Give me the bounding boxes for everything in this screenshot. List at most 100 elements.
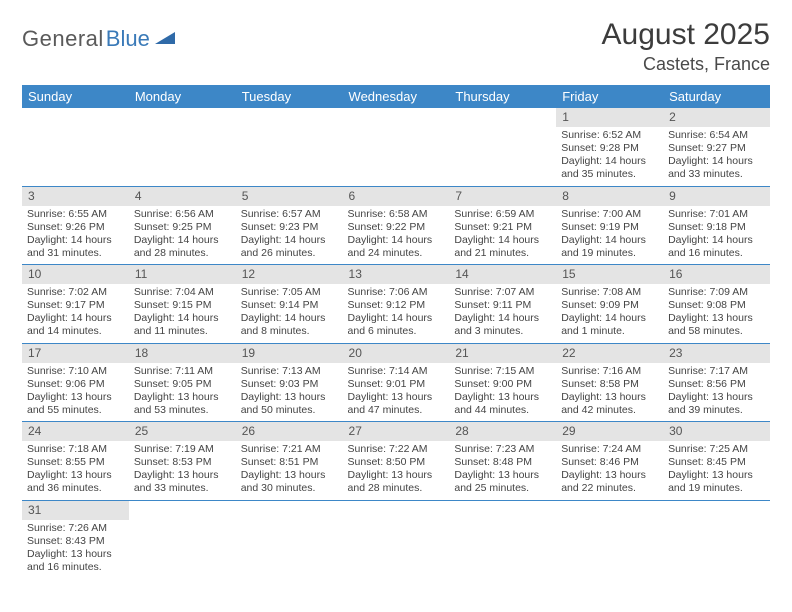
day-details: Sunrise: 7:25 AMSunset: 8:45 PMDaylight:…: [663, 441, 770, 500]
daylight-line: Daylight: 14 hours and 8 minutes.: [241, 312, 338, 338]
daylight-line: Daylight: 13 hours and 19 minutes.: [668, 469, 765, 495]
sunrise-line: Sunrise: 7:10 AM: [27, 365, 124, 378]
sunrise-line: Sunrise: 6:52 AM: [561, 129, 658, 142]
day-number: 12: [236, 265, 343, 284]
day-number: 16: [663, 265, 770, 284]
day-number: 24: [22, 422, 129, 441]
calendar-cell: 31Sunrise: 7:26 AMSunset: 8:43 PMDayligh…: [22, 500, 129, 578]
day-number: 6: [343, 187, 450, 206]
day-number: 19: [236, 344, 343, 363]
day-number: 17: [22, 344, 129, 363]
sunrise-line: Sunrise: 7:08 AM: [561, 286, 658, 299]
day-number: 23: [663, 344, 770, 363]
header: General Blue August 2025 Castets, France: [22, 18, 770, 75]
calendar-cell: 11Sunrise: 7:04 AMSunset: 9:15 PMDayligh…: [129, 265, 236, 344]
sunset-line: Sunset: 9:11 PM: [454, 299, 551, 312]
day-details: Sunrise: 7:16 AMSunset: 8:58 PMDaylight:…: [556, 363, 663, 422]
day-details: Sunrise: 6:58 AMSunset: 9:22 PMDaylight:…: [343, 206, 450, 265]
day-details: Sunrise: 7:19 AMSunset: 8:53 PMDaylight:…: [129, 441, 236, 500]
sunset-line: Sunset: 8:53 PM: [134, 456, 231, 469]
daylight-line: Daylight: 13 hours and 47 minutes.: [348, 391, 445, 417]
day-details: Sunrise: 7:18 AMSunset: 8:55 PMDaylight:…: [22, 441, 129, 500]
calendar-cell: 20Sunrise: 7:14 AMSunset: 9:01 PMDayligh…: [343, 343, 450, 422]
sunrise-line: Sunrise: 6:55 AM: [27, 208, 124, 221]
daylight-line: Daylight: 13 hours and 39 minutes.: [668, 391, 765, 417]
sunset-line: Sunset: 8:50 PM: [348, 456, 445, 469]
day-header: Friday: [556, 85, 663, 108]
sunset-line: Sunset: 9:18 PM: [668, 221, 765, 234]
calendar-cell: 29Sunrise: 7:24 AMSunset: 8:46 PMDayligh…: [556, 422, 663, 501]
calendar-cell: 23Sunrise: 7:17 AMSunset: 8:56 PMDayligh…: [663, 343, 770, 422]
daylight-line: Daylight: 13 hours and 25 minutes.: [454, 469, 551, 495]
day-number: 21: [449, 344, 556, 363]
day-number: 4: [129, 187, 236, 206]
calendar-cell: 3Sunrise: 6:55 AMSunset: 9:26 PMDaylight…: [22, 186, 129, 265]
calendar-head: SundayMondayTuesdayWednesdayThursdayFrid…: [22, 85, 770, 108]
sunset-line: Sunset: 8:46 PM: [561, 456, 658, 469]
flag-icon: [155, 32, 177, 51]
sunrise-line: Sunrise: 6:57 AM: [241, 208, 338, 221]
day-number: 30: [663, 422, 770, 441]
sunset-line: Sunset: 8:43 PM: [27, 535, 124, 548]
day-header: Wednesday: [343, 85, 450, 108]
calendar-cell: 14Sunrise: 7:07 AMSunset: 9:11 PMDayligh…: [449, 265, 556, 344]
day-details: Sunrise: 7:05 AMSunset: 9:14 PMDaylight:…: [236, 284, 343, 343]
sunset-line: Sunset: 8:56 PM: [668, 378, 765, 391]
calendar-row: 17Sunrise: 7:10 AMSunset: 9:06 PMDayligh…: [22, 343, 770, 422]
day-details: Sunrise: 7:14 AMSunset: 9:01 PMDaylight:…: [343, 363, 450, 422]
day-details: Sunrise: 7:23 AMSunset: 8:48 PMDaylight:…: [449, 441, 556, 500]
calendar-cell: 18Sunrise: 7:11 AMSunset: 9:05 PMDayligh…: [129, 343, 236, 422]
sunrise-line: Sunrise: 6:54 AM: [668, 129, 765, 142]
day-number: 10: [22, 265, 129, 284]
day-details: Sunrise: 7:10 AMSunset: 9:06 PMDaylight:…: [22, 363, 129, 422]
sunrise-line: Sunrise: 7:22 AM: [348, 443, 445, 456]
sunset-line: Sunset: 9:17 PM: [27, 299, 124, 312]
day-details: Sunrise: 7:04 AMSunset: 9:15 PMDaylight:…: [129, 284, 236, 343]
calendar-row: 3Sunrise: 6:55 AMSunset: 9:26 PMDaylight…: [22, 186, 770, 265]
calendar-cell: 10Sunrise: 7:02 AMSunset: 9:17 PMDayligh…: [22, 265, 129, 344]
calendar-cell: 15Sunrise: 7:08 AMSunset: 9:09 PMDayligh…: [556, 265, 663, 344]
day-number: 18: [129, 344, 236, 363]
sunset-line: Sunset: 9:26 PM: [27, 221, 124, 234]
sunset-line: Sunset: 8:48 PM: [454, 456, 551, 469]
daylight-line: Daylight: 13 hours and 58 minutes.: [668, 312, 765, 338]
sunrise-line: Sunrise: 7:18 AM: [27, 443, 124, 456]
day-details: Sunrise: 7:07 AMSunset: 9:11 PMDaylight:…: [449, 284, 556, 343]
daylight-line: Daylight: 13 hours and 33 minutes.: [134, 469, 231, 495]
day-details: Sunrise: 6:52 AMSunset: 9:28 PMDaylight:…: [556, 127, 663, 186]
day-details: Sunrise: 6:56 AMSunset: 9:25 PMDaylight:…: [129, 206, 236, 265]
day-number: 28: [449, 422, 556, 441]
daylight-line: Daylight: 14 hours and 33 minutes.: [668, 155, 765, 181]
daylight-line: Daylight: 14 hours and 6 minutes.: [348, 312, 445, 338]
sunrise-line: Sunrise: 7:02 AM: [27, 286, 124, 299]
calendar-cell: 24Sunrise: 7:18 AMSunset: 8:55 PMDayligh…: [22, 422, 129, 501]
day-number: 2: [663, 108, 770, 127]
day-number: 13: [343, 265, 450, 284]
sunrise-line: Sunrise: 6:58 AM: [348, 208, 445, 221]
calendar-cell: 4Sunrise: 6:56 AMSunset: 9:25 PMDaylight…: [129, 186, 236, 265]
day-details: Sunrise: 7:01 AMSunset: 9:18 PMDaylight:…: [663, 206, 770, 265]
day-number: 11: [129, 265, 236, 284]
calendar-cell: 5Sunrise: 6:57 AMSunset: 9:23 PMDaylight…: [236, 186, 343, 265]
sunrise-line: Sunrise: 7:07 AM: [454, 286, 551, 299]
sunrise-line: Sunrise: 7:15 AM: [454, 365, 551, 378]
calendar-cell: 30Sunrise: 7:25 AMSunset: 8:45 PMDayligh…: [663, 422, 770, 501]
day-number: 14: [449, 265, 556, 284]
daylight-line: Daylight: 14 hours and 24 minutes.: [348, 234, 445, 260]
daylight-line: Daylight: 14 hours and 11 minutes.: [134, 312, 231, 338]
sunset-line: Sunset: 9:25 PM: [134, 221, 231, 234]
day-details: Sunrise: 7:24 AMSunset: 8:46 PMDaylight:…: [556, 441, 663, 500]
calendar-cell: [343, 108, 450, 186]
calendar-cell: 9Sunrise: 7:01 AMSunset: 9:18 PMDaylight…: [663, 186, 770, 265]
sunrise-line: Sunrise: 7:05 AM: [241, 286, 338, 299]
day-header: Thursday: [449, 85, 556, 108]
day-header: Saturday: [663, 85, 770, 108]
sunrise-line: Sunrise: 7:24 AM: [561, 443, 658, 456]
day-details: Sunrise: 7:26 AMSunset: 8:43 PMDaylight:…: [22, 520, 129, 579]
calendar-cell: 26Sunrise: 7:21 AMSunset: 8:51 PMDayligh…: [236, 422, 343, 501]
daylight-line: Daylight: 14 hours and 31 minutes.: [27, 234, 124, 260]
sunset-line: Sunset: 9:28 PM: [561, 142, 658, 155]
calendar-cell: 1Sunrise: 6:52 AMSunset: 9:28 PMDaylight…: [556, 108, 663, 186]
daylight-line: Daylight: 13 hours and 16 minutes.: [27, 548, 124, 574]
sunset-line: Sunset: 9:05 PM: [134, 378, 231, 391]
